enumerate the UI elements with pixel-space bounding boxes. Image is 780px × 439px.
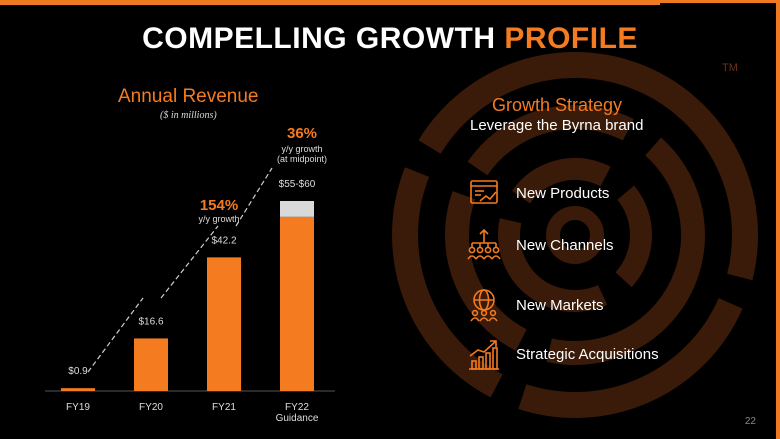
annotation-line-0-0: y/y growth xyxy=(198,214,239,224)
title-highlight: PROFILE xyxy=(504,22,638,55)
product-chart-icon xyxy=(470,180,498,204)
x-tick-label-1-0: FY20 xyxy=(139,402,163,413)
annotation-value-1: 36% xyxy=(287,125,317,142)
data-label-1: $16.6 xyxy=(138,316,163,327)
globe-people-icon xyxy=(470,289,498,322)
annotation-line-1-0: y/y growth xyxy=(281,144,322,154)
trend-dash-1 xyxy=(160,225,219,299)
bar-0 xyxy=(61,388,95,391)
page-title: COMPELLING GROWTH PROFILE xyxy=(0,22,780,56)
revenue-bar-chart: $0.9 FY19 $16.6 FY20 $42.2 FY21 $55-$60 FY22Gui… xyxy=(45,125,335,424)
annotation-line-1-1: (at midpoint) xyxy=(277,154,327,164)
strategy-item-label: New Markets xyxy=(516,296,604,314)
data-label-2: $42.2 xyxy=(211,235,236,246)
x-tick-label-3-0: FY22 xyxy=(285,402,309,413)
strategy-item-acquisitions: Strategic Acquisitions xyxy=(466,336,659,372)
data-label-0: $0.9 xyxy=(68,366,88,377)
channel-network-icon xyxy=(467,228,501,260)
bar-3 xyxy=(280,216,314,391)
top-accent-bar xyxy=(0,0,660,5)
right-accent-bar xyxy=(776,0,780,439)
title-main: COMPELLING GROWTH xyxy=(142,22,496,55)
x-tick-label-2-0: FY21 xyxy=(212,402,236,413)
growth-arrow-icon xyxy=(469,340,499,370)
strategy-subtitle: Leverage the Byrna brand xyxy=(470,117,644,134)
strategy-item-new-products: New Products xyxy=(466,175,609,211)
trend-dash-2 xyxy=(235,167,273,227)
data-label-3: $55-$60 xyxy=(279,179,316,190)
strategy-item-new-markets: New Markets xyxy=(466,287,604,323)
strategy-item-new-channels: New Channels xyxy=(466,227,614,263)
x-tick-label-0-0: FY19 xyxy=(66,402,90,413)
bar-2 xyxy=(207,257,241,391)
trend-dash-0 xyxy=(87,297,144,373)
strategy-item-label: New Channels xyxy=(516,236,614,254)
annotation-value-0: 154% xyxy=(200,197,238,214)
x-tick-label-3-1: Guidance xyxy=(276,413,319,424)
chart-title: Annual Revenue xyxy=(118,86,259,107)
bar-range-3 xyxy=(280,201,314,217)
chart-subtitle: ($ in millions) xyxy=(160,110,217,121)
bar-1 xyxy=(134,338,168,391)
strategy-item-label: Strategic Acquisitions xyxy=(516,345,659,363)
page-number: 22 xyxy=(744,416,756,427)
strategy-item-label: New Products xyxy=(516,184,610,202)
strategy-title: Growth Strategy xyxy=(492,95,623,115)
top-accent-bar-thin xyxy=(660,0,780,3)
trademark-mark: TM xyxy=(722,62,738,74)
